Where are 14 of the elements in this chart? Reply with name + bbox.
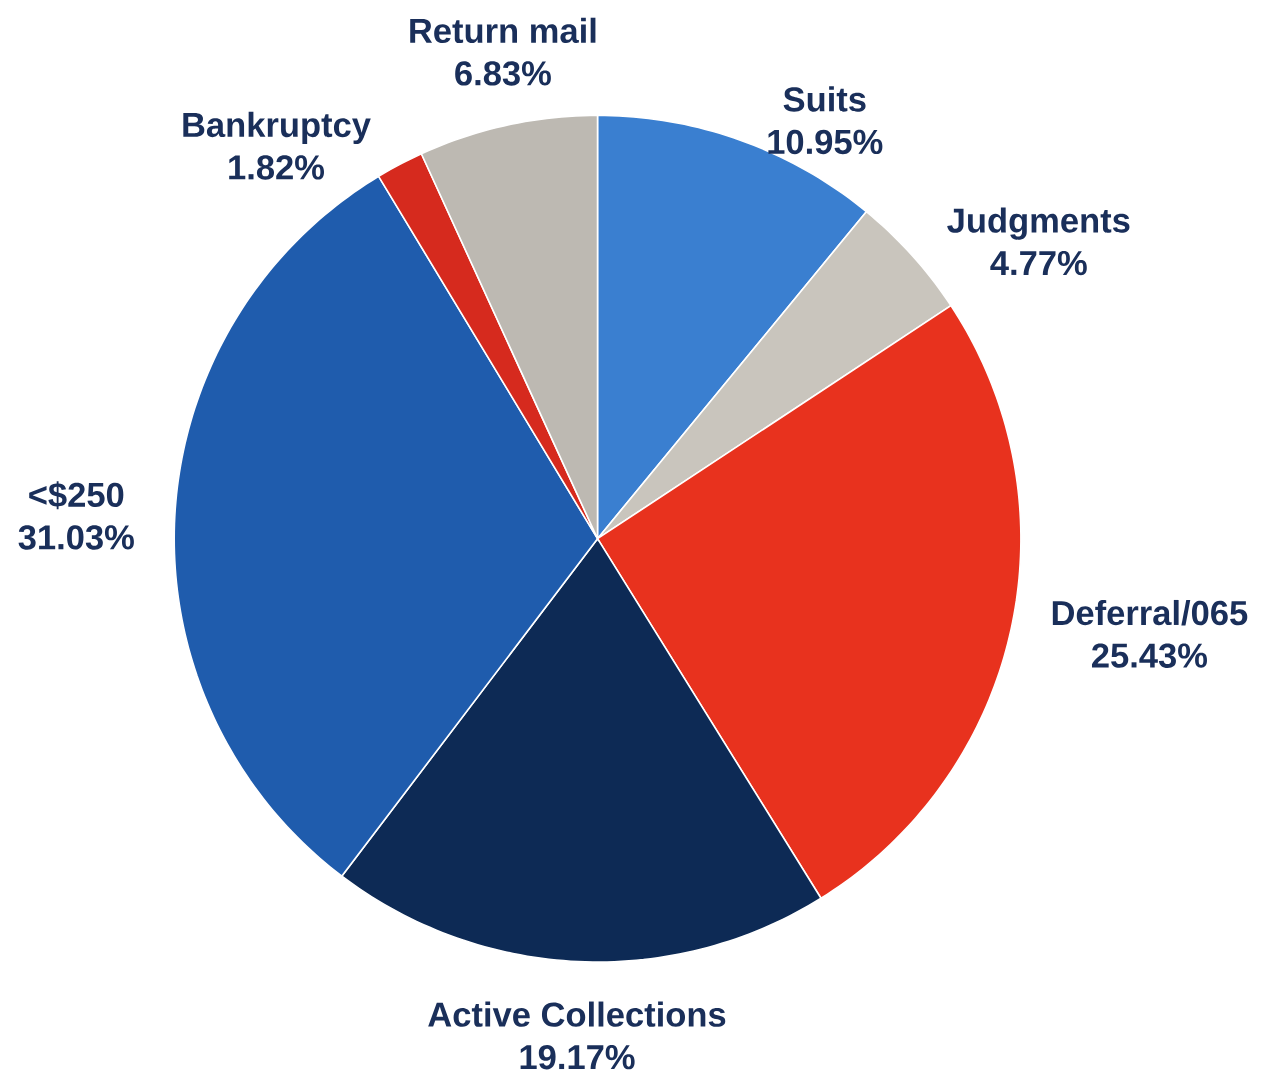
slice-label: Suits <box>783 86 866 112</box>
slice-label: Return mail <box>410 17 596 43</box>
data-label: 1.82% <box>229 155 324 180</box>
data-label: 4.77% <box>990 250 1087 276</box>
slice-label: Active Collections <box>428 1001 726 1027</box>
data-label: 31.03% <box>18 525 134 550</box>
slice-label: Judgments <box>947 207 1130 240</box>
data-label: 19.17% <box>520 1044 635 1070</box>
slice-label: <$250 <box>29 481 124 510</box>
data-label: 10.95% <box>768 129 883 155</box>
slice-label: Deferral/065 <box>1052 599 1248 626</box>
data-label: 6.83% <box>455 61 551 86</box>
data-label: 25.43% <box>1091 643 1207 668</box>
slice-label: Bankruptcy <box>183 111 371 144</box>
